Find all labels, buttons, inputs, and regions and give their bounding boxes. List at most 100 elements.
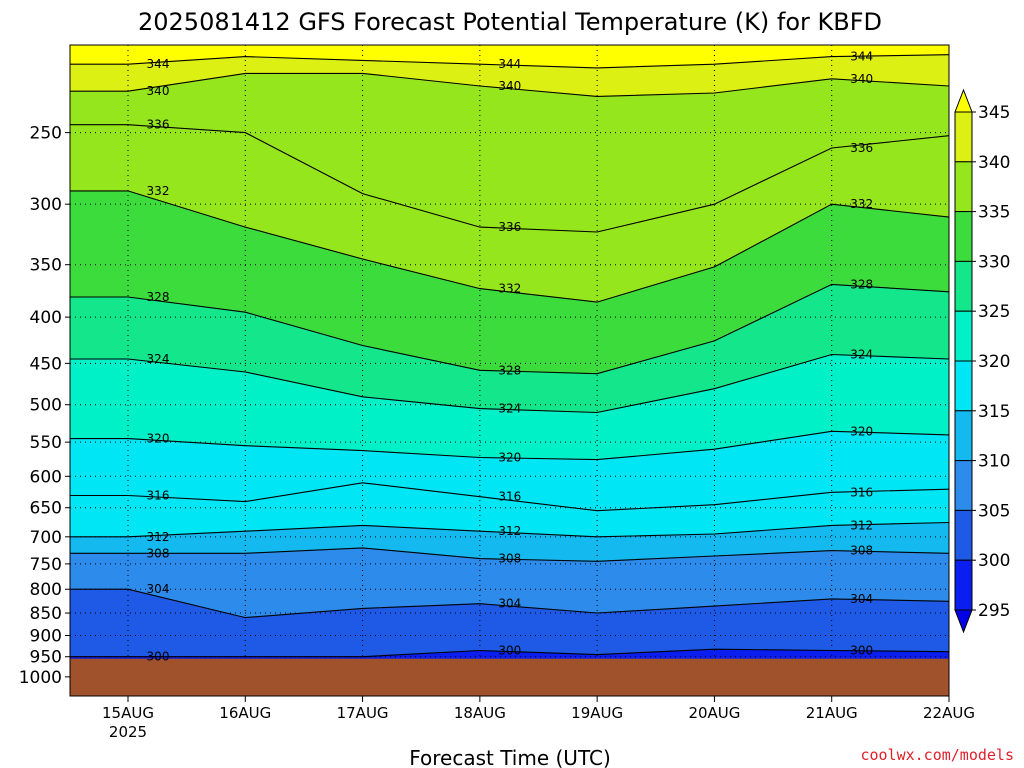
colorbar-box — [954, 161, 973, 213]
contour-label: 308 — [850, 544, 873, 558]
y-tick-label: 750 — [30, 555, 62, 575]
contour-328 — [70, 283, 949, 375]
x-tick-sublabel: 2025 — [109, 723, 147, 741]
x-tick-label: 17AUG — [337, 704, 389, 722]
contour-label: 344 — [498, 57, 521, 71]
colorbar-label: 305 — [978, 501, 1010, 521]
contour-324 — [70, 353, 949, 414]
x-tick-label: 16AUG — [219, 704, 271, 722]
x-tick-label: 15AUG — [102, 704, 154, 722]
ground-shading — [70, 658, 949, 696]
y-tick-label: 850 — [30, 604, 62, 624]
colorbar-box — [954, 410, 973, 462]
colorbar: 295 300 305 310 315 320 325 330 335 340 345 — [954, 88, 1010, 634]
contour-label: 308 — [147, 546, 170, 560]
contour-label: 332 — [147, 184, 170, 198]
contour-label: 308 — [498, 552, 521, 566]
x-tick-label: 18AUG — [454, 704, 506, 722]
contour-label: 324 — [147, 352, 170, 366]
contour-300 — [70, 648, 949, 658]
contour-label: 312 — [850, 518, 873, 532]
contour-340 — [70, 72, 949, 97]
x-tick-label: 21AUG — [806, 704, 858, 722]
x-axis-label: Forecast Time (UTC) — [409, 746, 611, 768]
colorbar-box — [954, 260, 973, 312]
contour-320 — [70, 430, 949, 461]
contour-label: 304 — [850, 592, 873, 606]
contour-label: 332 — [850, 197, 873, 211]
colorbar-box — [954, 460, 973, 511]
contour-label: 328 — [147, 290, 170, 304]
contour-label: 328 — [498, 363, 521, 377]
contour-label: 320 — [850, 424, 873, 438]
contour-label: 344 — [147, 57, 170, 71]
colorbar-top-triangle — [954, 88, 973, 113]
y-tick-label: 450 — [30, 354, 62, 374]
contour-label: 336 — [147, 118, 170, 132]
contour-336 — [70, 124, 949, 233]
colorbar-box — [954, 559, 973, 611]
y-tick-label: 350 — [30, 256, 62, 276]
colorbar-box — [954, 211, 973, 262]
colorbar-label: 295 — [978, 601, 1010, 621]
contour-label: 320 — [498, 451, 521, 465]
contour-label: 300 — [850, 643, 873, 657]
contour-label: 316 — [850, 485, 873, 499]
contour-label: 300 — [147, 650, 170, 664]
contour-label: 324 — [850, 348, 873, 362]
contour-label: 336 — [498, 220, 521, 234]
contour-label: 340 — [498, 79, 521, 93]
y-tick-label: 800 — [30, 580, 62, 600]
colorbar-label: 300 — [978, 551, 1010, 571]
colorbar-box — [954, 111, 973, 163]
y-tick-label: 600 — [30, 467, 62, 487]
colorbar-label: 340 — [978, 153, 1010, 173]
contour-label: 300 — [498, 643, 521, 657]
contour-316 — [70, 482, 949, 512]
contour-label: 312 — [147, 530, 170, 544]
colorbar-bottom-triangle — [954, 609, 973, 634]
y-tick-label: 1000 — [19, 668, 62, 688]
contour-label: 344 — [850, 50, 873, 64]
contour-label: 304 — [498, 597, 521, 611]
colorbar-label: 310 — [978, 452, 1010, 472]
credit-text: coolwx.com/models — [860, 746, 1014, 764]
contour-label-layer: 344 344 344 340 340 340 336 336 336 332 332 332 328 3… — [147, 50, 874, 664]
contour-label: 336 — [850, 141, 873, 155]
contour-label: 340 — [850, 72, 873, 86]
x-tick-label: 19AUG — [571, 704, 623, 722]
y-tick-label: 550 — [30, 433, 62, 453]
contour-label: 304 — [147, 582, 170, 596]
contour-312 — [70, 521, 949, 538]
contour-label: 316 — [147, 488, 170, 502]
chart-title: 2025081412 GFS Forecast Potential Temper… — [138, 8, 882, 36]
y-tick-label: 250 — [30, 124, 62, 144]
colorbar-label: 330 — [978, 252, 1010, 272]
y-tick-label: 650 — [30, 499, 62, 519]
contour-label: 328 — [850, 277, 873, 291]
y-tick-label: 700 — [30, 528, 62, 548]
colorbar-box — [954, 310, 973, 362]
y-tick-label: 500 — [30, 396, 62, 416]
contour-304 — [70, 588, 949, 619]
contour-344 — [70, 54, 949, 69]
colorbar-label: 345 — [978, 103, 1010, 123]
y-tick-label: 900 — [30, 626, 62, 646]
contour-label: 312 — [498, 524, 521, 538]
contour-label: 324 — [498, 402, 521, 416]
contour-308 — [70, 547, 949, 562]
contour-label: 340 — [147, 84, 170, 98]
colorbar-label: 320 — [978, 352, 1010, 372]
colorbar-box — [954, 509, 973, 561]
contour-label: 332 — [498, 282, 521, 296]
y-tick-label: 950 — [30, 648, 62, 668]
y-tick-label: 300 — [30, 195, 62, 215]
colorbar-label: 315 — [978, 402, 1010, 422]
contour-label: 320 — [147, 432, 170, 446]
colorbar-label: 325 — [978, 302, 1010, 322]
x-tick-label: 22AUG — [923, 704, 975, 722]
contour-layer — [70, 54, 949, 658]
x-tick-label: 20AUG — [688, 704, 740, 722]
colorbar-box — [954, 360, 973, 412]
